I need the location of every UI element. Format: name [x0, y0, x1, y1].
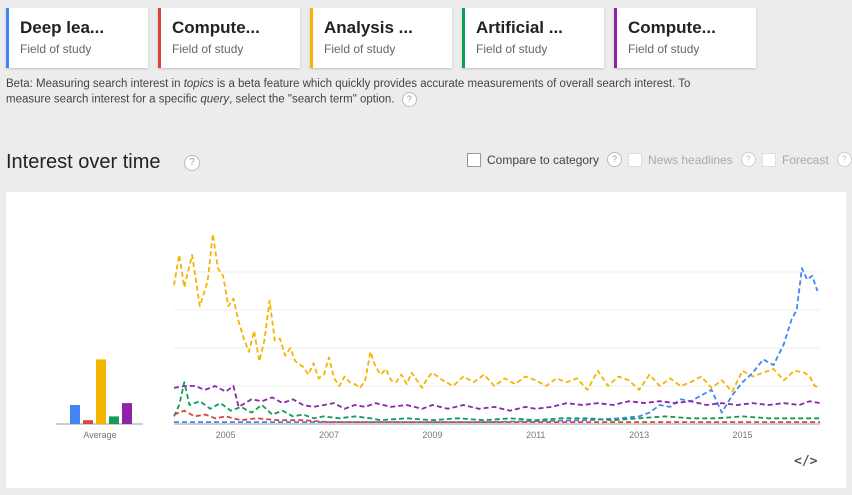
interest-over-time-chart: Average 2005 2007 2009 2011 2013 2015 — [56, 233, 821, 440]
forecast-option: Forecast ? — [762, 152, 852, 167]
news-label: News headlines — [648, 152, 733, 167]
beta-help-icon[interactable]: ? — [401, 92, 417, 107]
beta-em-topics: topics — [183, 78, 214, 90]
topic-card[interactable]: Compute... Field of study — [614, 8, 756, 68]
news-headlines-option: News headlines ? — [628, 152, 756, 167]
beta-text-2: is a beta feature which quickly provides… — [6, 78, 691, 106]
code-embed-icon[interactable]: </> — [794, 454, 818, 469]
topic-title: Analysis ... — [324, 18, 413, 37]
beta-em-query: query — [200, 93, 230, 106]
compare-label[interactable]: Compare to category — [487, 152, 600, 167]
topic-title: Artificial ... — [476, 18, 563, 37]
topic-card[interactable]: Compute... Field of study — [158, 8, 300, 68]
average-bar — [122, 403, 132, 424]
average-bar — [96, 359, 106, 424]
average-bar — [70, 405, 80, 424]
topic-color-bar — [310, 8, 313, 68]
average-label: Average — [83, 430, 116, 440]
section-help-icon[interactable]: ? — [184, 154, 201, 171]
compare-checkbox[interactable] — [467, 152, 481, 167]
x-tick-label: 2009 — [422, 430, 442, 440]
compare-to-category-option[interactable]: Compare to category ? — [467, 152, 623, 167]
topic-card[interactable]: Analysis ... Field of study — [310, 8, 452, 68]
interest-over-time-header: Interest over time ? — [6, 151, 201, 174]
topic-type: Field of study — [324, 42, 396, 56]
x-tick-label: 2005 — [216, 430, 236, 440]
topic-title: Compute... — [628, 18, 716, 37]
topic-type: Field of study — [628, 42, 700, 56]
news-checkbox — [628, 152, 642, 167]
forecast-label: Forecast — [782, 152, 829, 167]
series-line — [173, 409, 820, 423]
series-line — [173, 381, 820, 422]
beta-text-1: Beta: Measuring search interest in — [6, 78, 184, 90]
x-tick-label: 2011 — [526, 430, 545, 440]
beta-note: Beta: Measuring search interest in topic… — [6, 77, 696, 108]
series-line — [173, 233, 821, 393]
compare-help-icon[interactable]: ? — [607, 152, 623, 167]
x-tick-label: 2015 — [732, 430, 752, 440]
news-help-icon: ? — [740, 152, 756, 167]
x-tick-label: 2013 — [629, 430, 649, 440]
topic-title: Compute... — [172, 18, 260, 37]
forecast-help-icon: ? — [836, 152, 852, 167]
topic-type: Field of study — [172, 42, 244, 56]
topic-title: Deep lea... — [20, 18, 105, 37]
forecast-checkbox — [762, 152, 776, 167]
series-line — [173, 385, 821, 412]
topic-cards: Deep lea... Field of study Compute... Field… — [6, 8, 756, 68]
topic-color-bar — [462, 8, 465, 68]
average-bar — [83, 420, 93, 424]
topic-color-bar — [158, 8, 161, 68]
topic-card[interactable]: Deep lea... Field of study — [6, 8, 148, 68]
topic-color-bar — [614, 8, 617, 68]
topic-color-bar — [6, 8, 9, 68]
average-bar — [109, 416, 119, 424]
x-tick-label: 2007 — [319, 430, 339, 440]
topic-type: Field of study — [20, 42, 92, 56]
series-line — [174, 267, 819, 423]
beta-text-3: , select the "search term" option. — [229, 93, 395, 106]
section-title: Interest over time — [6, 151, 161, 173]
interest-chart-panel: Average 2005 2007 2009 2011 2013 2015 </> — [6, 192, 846, 488]
topic-type: Field of study — [476, 42, 548, 56]
topic-card[interactable]: Artificial ... Field of study — [462, 8, 604, 68]
